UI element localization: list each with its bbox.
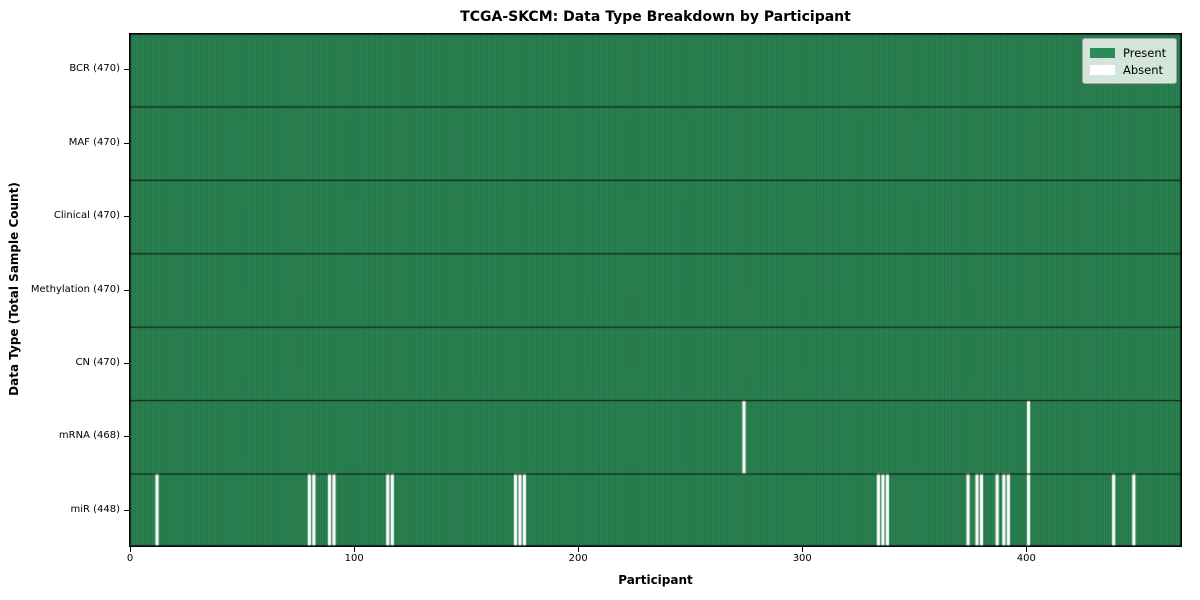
x-tick-label: 0 bbox=[126, 553, 134, 564]
y-tick-mark bbox=[124, 142, 129, 144]
y-tick-mark bbox=[124, 289, 129, 291]
x-tick-mark bbox=[354, 547, 356, 552]
legend-label-present: Present bbox=[1123, 45, 1167, 60]
legend-item-absent: Absent bbox=[1090, 61, 1168, 78]
x-tick-label: 300 bbox=[792, 553, 812, 564]
y-tick-label: Methylation (470) bbox=[30, 283, 120, 295]
y-tick-mark bbox=[124, 509, 129, 511]
x-tick-label: 400 bbox=[1016, 553, 1036, 564]
x-axis-label: Participant bbox=[618, 573, 693, 587]
y-tick-label: CN (470) bbox=[75, 356, 120, 368]
heatmap-canvas bbox=[129, 33, 1182, 547]
y-tick-label: BCR (470) bbox=[69, 63, 120, 75]
legend-swatch-present-icon bbox=[1090, 47, 1115, 58]
y-tick-mark bbox=[124, 362, 129, 364]
y-tick-label: MAF (470) bbox=[68, 136, 120, 148]
y-tick-label: Clinical (470) bbox=[53, 210, 120, 222]
legend-item-present: Present bbox=[1090, 44, 1168, 61]
y-tick-mark bbox=[124, 69, 129, 71]
chart-title: TCGA-SKCM: Data Type Breakdown by Partic… bbox=[460, 9, 851, 25]
x-tick-mark bbox=[578, 547, 580, 552]
y-tick-label: mRNA (468) bbox=[58, 430, 120, 442]
x-tick-mark bbox=[1026, 547, 1028, 552]
legend: Present Absent bbox=[1082, 38, 1177, 84]
y-axis-label: Data Type (Total Sample Count) bbox=[7, 182, 21, 396]
x-tick-label: 100 bbox=[344, 553, 364, 564]
legend-label-absent: Absent bbox=[1123, 62, 1164, 77]
x-tick-label: 200 bbox=[568, 553, 588, 564]
x-tick-mark bbox=[130, 547, 132, 552]
y-tick-label: miR (448) bbox=[70, 503, 120, 515]
y-tick-mark bbox=[124, 216, 129, 218]
legend-swatch-absent-icon bbox=[1090, 64, 1115, 75]
x-tick-mark bbox=[802, 547, 804, 552]
y-tick-mark bbox=[124, 436, 129, 438]
